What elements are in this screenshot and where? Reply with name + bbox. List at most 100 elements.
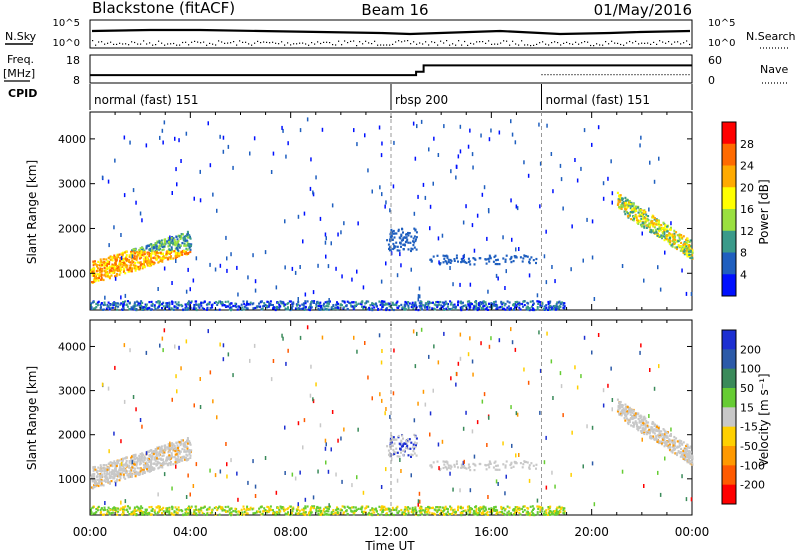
- velocity-echo: [522, 463, 525, 466]
- power-echo: [334, 306, 337, 309]
- power-echo: [641, 225, 644, 228]
- velocity-echo: [139, 470, 142, 473]
- velocity-echo: [304, 505, 307, 508]
- velocity-echo: [187, 505, 190, 508]
- velocity-echo: [479, 510, 481, 513]
- velocity-echo: [184, 445, 187, 449]
- power-echo: [125, 303, 128, 306]
- velocity-echo: [323, 510, 326, 513]
- velocity-echo: [163, 462, 166, 465]
- velocity-echo: [514, 506, 517, 509]
- power-echo: [192, 278, 195, 283]
- power-echo: [471, 152, 474, 157]
- power-echo: [321, 307, 324, 310]
- velocity-echo: [499, 511, 502, 514]
- power-echo: [389, 208, 391, 213]
- velocity-echo: [653, 432, 656, 435]
- nsearch-point: [518, 44, 520, 46]
- velocity-echo: [192, 512, 195, 515]
- power-echo: [346, 308, 349, 311]
- power-echo: [114, 158, 116, 163]
- velocity-echo: [123, 474, 126, 477]
- velocity-echo: [337, 507, 340, 510]
- velocity-echo: [518, 506, 521, 509]
- velocity-echo: [408, 507, 411, 510]
- power-echo: [129, 261, 132, 264]
- velocity-echo: [163, 444, 166, 447]
- power-echo: [343, 301, 346, 304]
- power-echo: [504, 258, 507, 261]
- velocity-echo: [111, 471, 113, 474]
- velocity-echo: [143, 459, 146, 462]
- power-echo: [138, 268, 141, 271]
- velocity-echo: [498, 468, 501, 471]
- velocity-echo: [688, 452, 691, 455]
- power-echo: [172, 308, 175, 311]
- nsearch-point: [542, 41, 544, 43]
- velocity-echo: [531, 505, 534, 508]
- power-echo: [504, 308, 507, 311]
- power-echo: [392, 242, 395, 246]
- power-echo: [331, 203, 334, 208]
- power-echo: [352, 308, 355, 311]
- power-echo: [407, 301, 410, 304]
- power-ylabel: Slant Range [km]: [25, 160, 39, 264]
- power-echo: [154, 249, 157, 252]
- power-echo: [388, 302, 391, 305]
- power-echo: [315, 303, 318, 306]
- velocity-echo: [111, 461, 114, 464]
- velocity-echo: [169, 448, 171, 451]
- velocity-echo: [444, 460, 447, 463]
- nsearch-point: [512, 40, 514, 42]
- velocity-echo: [449, 513, 451, 516]
- velocity-echo: [617, 406, 620, 409]
- velocity-echo: [90, 507, 93, 510]
- velocity-echo: [381, 505, 383, 508]
- power-echo: [640, 217, 643, 220]
- nsearch-point: [380, 44, 382, 46]
- velocity-echo: [401, 434, 404, 437]
- power-echo: [559, 303, 562, 306]
- velocity-echo: [142, 466, 145, 469]
- nsearch-point: [368, 42, 370, 44]
- power-echo: [402, 248, 405, 251]
- velocity-echo: [161, 512, 163, 515]
- velocity-echo: [180, 441, 183, 444]
- nsky-trace: [91, 28, 691, 36]
- nsearch-point: [533, 44, 535, 46]
- nsearch-point: [206, 44, 208, 46]
- nsearch-point: [599, 44, 601, 46]
- power-echo: [185, 305, 188, 308]
- velocity-echo: [482, 510, 485, 513]
- power-echo: [319, 216, 322, 221]
- power-echo: [309, 303, 312, 306]
- power-echo: [438, 260, 440, 265]
- power-echo: [351, 277, 353, 282]
- power-echo: [593, 297, 596, 301]
- power-echo: [279, 305, 282, 308]
- velocity-echo: [439, 468, 441, 472]
- nsearch-point: [353, 40, 355, 42]
- power-echo: [177, 243, 180, 246]
- power-echo: [415, 306, 418, 309]
- power-echo: [249, 301, 252, 304]
- power-echo: [434, 308, 437, 311]
- power-echo: [189, 244, 192, 247]
- power-echo: [198, 306, 201, 309]
- velocity-echo: [510, 512, 512, 515]
- power-echo: [266, 304, 269, 308]
- freq-panel: Freq. [MHz] 18 8 60 0 Nave: [3, 53, 788, 87]
- velocity-echo: [450, 465, 453, 468]
- velocity-echo: [513, 460, 516, 463]
- power-echo: [181, 251, 184, 254]
- nsearch-point: [308, 44, 310, 46]
- velocity-echo: [140, 505, 143, 508]
- nsearch-point: [221, 41, 223, 43]
- power-echo: [126, 305, 129, 308]
- power-echo: [162, 305, 165, 308]
- velocity-echo: [161, 454, 164, 458]
- velocity-echo: [141, 513, 144, 516]
- power-echo: [486, 236, 488, 241]
- power-echo: [90, 304, 92, 307]
- velocity-echo: [504, 513, 507, 516]
